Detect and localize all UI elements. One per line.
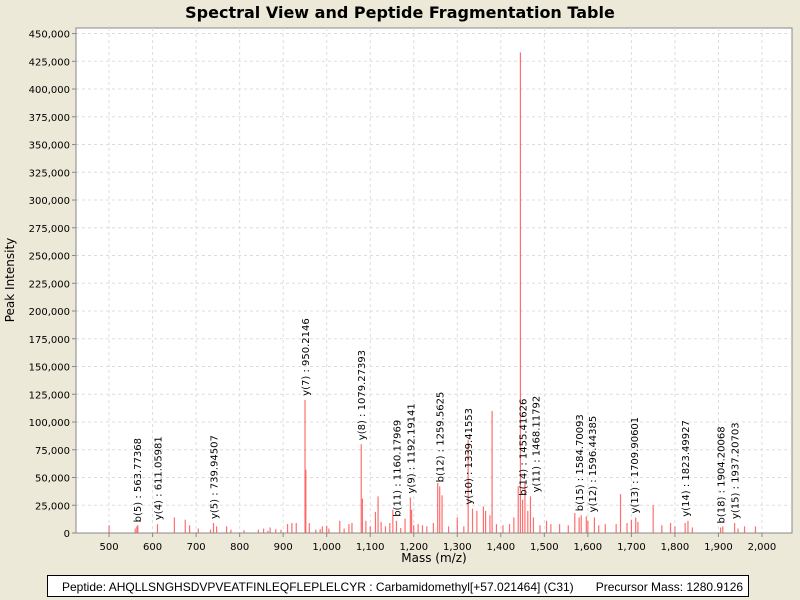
peak-annotation: b(11) : 1160.17969 [392, 420, 403, 517]
x-tick-label: 900 [274, 542, 293, 553]
x-tick-label: 1,300 [443, 542, 472, 553]
axes: 500 600 700 800 900 1,000 1,100 1,200 1,300 1,400… [29, 28, 792, 553]
x-tick-label: 1,100 [356, 542, 385, 553]
precursor-mass: Precursor Mass: 1280.9126 [595, 580, 744, 594]
peak-annotation: y(10) : 1339.41553 [464, 408, 475, 505]
y-tick-label: 200,000 [29, 307, 70, 318]
peak-annotation: y(8) : 1079.27393 [357, 350, 368, 440]
y-tick-label: 150,000 [29, 363, 70, 374]
y-tick-label: 325,000 [29, 168, 70, 179]
peak-annotation: y(15) : 1937.20703 [731, 422, 742, 519]
peak-annotation: y(7) : 950.2146 [301, 318, 312, 396]
chart-title: Spectral View and Peptide Fragmentation … [185, 3, 615, 22]
x-axis-label: Mass (m/z) [401, 551, 466, 565]
y-tick-label: 450,000 [29, 30, 70, 41]
grid [76, 28, 792, 534]
peak-annotation: b(15) : 1584.70093 [575, 414, 586, 511]
y-tick-label: 125,000 [29, 390, 70, 401]
x-tick-label: 1,500 [530, 542, 559, 553]
peak-annotation: b(18) : 1904.20068 [716, 426, 727, 523]
x-tick-label: 700 [187, 542, 206, 553]
y-tick-label: 75,000 [35, 446, 70, 457]
peak-annotation: y(9) : 1192.19141 [406, 403, 417, 493]
x-tick-label: 1,800 [661, 542, 690, 553]
x-tick-label: 1,200 [399, 542, 428, 553]
y-tick-label: 250,000 [29, 252, 70, 263]
peak-annotation: y(11) : 1468.11792 [532, 396, 543, 493]
y-tick-label: 25,000 [35, 501, 70, 512]
peak-annotation: y(14) : 1823.49927 [681, 420, 692, 517]
x-tick-label: 800 [230, 542, 249, 553]
peptide-info-bar: Peptide: AHQLLSNGHSDVPVEATFINLEQFLEPLELC… [47, 575, 749, 597]
peaks [108, 52, 757, 533]
x-tick-label: 1,900 [704, 542, 733, 553]
plot-area [75, 27, 793, 534]
y-tick-label: 175,000 [29, 335, 70, 346]
peak-annotation: y(12) : 1596.44385 [588, 416, 599, 513]
peak-annotation: b(14) : 1455.41626 [519, 399, 530, 496]
x-tick-label: 1,000 [312, 542, 341, 553]
y-tick-label: 225,000 [29, 279, 70, 290]
y-tick-label: 0 [64, 529, 70, 540]
peak-annotation: b(12) : 1259.5625 [436, 392, 447, 483]
x-tick-label: 1,600 [574, 542, 603, 553]
x-tick-label: 500 [100, 542, 119, 553]
annotations: b(5) : 563.77368 y(4) : 611.05981 y(5) : 7… [133, 318, 742, 523]
y-tick-label: 375,000 [29, 113, 70, 124]
y-tick-label: 275,000 [29, 224, 70, 235]
peptide-sequence: Peptide: AHQLLSNGHSDVPVEATFINLEQFLEPLELC… [62, 580, 574, 594]
peak-annotation: b(5) : 563.77368 [133, 438, 144, 522]
x-tick-label: 600 [143, 542, 162, 553]
peak-annotation: y(13) : 1709.90601 [630, 417, 641, 514]
x-tick-label: 1,700 [617, 542, 646, 553]
y-tick-label: 425,000 [29, 57, 70, 68]
peak-annotation: y(4) : 611.05981 [153, 436, 164, 520]
x-tick-label: 1,400 [486, 542, 515, 553]
x-tick-label: 2,000 [748, 542, 777, 553]
y-axis-label: Peak Intensity [3, 238, 17, 323]
y-tick-label: 400,000 [29, 85, 70, 96]
y-tick-label: 100,000 [29, 418, 70, 429]
spectrum-chart: b(5) : 563.77368 y(4) : 611.05981 y(5) : 7… [3, 27, 793, 565]
y-tick-label: 300,000 [29, 196, 70, 207]
y-tick-label: 50,000 [35, 474, 70, 485]
peak-annotation: y(5) : 739.94507 [210, 435, 221, 519]
y-tick-label: 350,000 [29, 141, 70, 152]
